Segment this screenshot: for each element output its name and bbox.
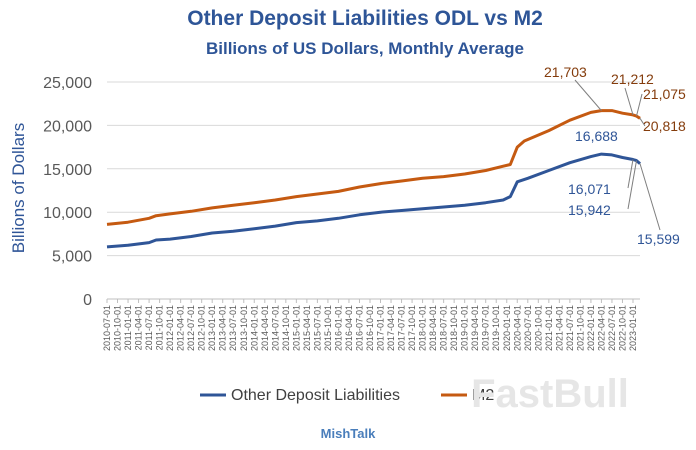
x-tick-label: 2014-07-01	[270, 305, 280, 351]
x-tick-label: 2022-10-01	[617, 305, 627, 351]
y-tick-label: 10,000	[43, 205, 92, 222]
annotation-label: 21,703	[544, 64, 587, 80]
legend: Other Deposit Liabilities M2	[200, 387, 494, 404]
x-tick-label: 2013-07-01	[228, 305, 238, 351]
y-axis-label: Billions of Dollars	[9, 123, 28, 253]
x-tick-label: 2018-01-01	[418, 305, 428, 351]
annotation-leader-line	[574, 79, 602, 111]
x-tick-label: 2012-10-01	[197, 305, 207, 351]
x-tick-label: 2015-10-01	[323, 305, 333, 351]
x-tick-label: 2018-10-01	[449, 305, 459, 351]
annotation-leader-line	[639, 163, 661, 231]
x-tick-label: 2016-07-01	[354, 305, 364, 351]
x-tick-label: 2020-04-01	[512, 305, 522, 351]
x-tick-label: 2017-04-01	[386, 305, 396, 351]
x-tick-label: 2019-01-01	[460, 305, 470, 351]
annotation-label: 15,942	[568, 202, 611, 218]
x-tick-label: 2014-01-01	[249, 305, 259, 351]
x-tick-label: 2021-07-01	[565, 305, 575, 351]
y-tick-label: 5,000	[52, 249, 92, 266]
y-tick-label: 25,000	[43, 75, 92, 92]
x-tick-label: 2012-07-01	[186, 305, 196, 351]
x-tick-label: 2012-01-01	[165, 305, 175, 351]
watermark: FastBull	[471, 372, 629, 416]
annotation-label: 16,071	[568, 181, 611, 197]
x-tick-label: 2022-07-01	[607, 305, 617, 351]
x-tick-label: 2014-04-01	[260, 305, 270, 351]
x-tick-label: 2020-10-01	[533, 305, 543, 351]
legend-label-m2: M2	[472, 387, 494, 404]
annotation-label: 16,688	[575, 128, 618, 144]
x-tick-label: 2021-04-01	[554, 305, 564, 351]
x-tick-label: 2017-07-01	[397, 305, 407, 351]
x-tick-label: 2019-10-01	[491, 305, 501, 351]
x-tick-label: 2014-10-01	[281, 305, 291, 351]
y-ticks: 0 5,000 10,000 15,000 20,000 25,000	[43, 75, 92, 309]
x-tick-label: 2016-01-01	[333, 305, 343, 351]
x-tick-label: 2013-01-01	[207, 305, 217, 351]
annotation-leader-line	[627, 159, 634, 189]
chart-title: Other Deposit Liabilities ODL vs M2	[187, 7, 543, 30]
x-tick-label: 2022-04-01	[596, 305, 606, 351]
x-tick-label: 2020-01-01	[502, 305, 512, 351]
legend-label-odl: Other Deposit Liabilities	[231, 387, 400, 404]
series-line-odl	[106, 152, 641, 249]
y-tick-label: 0	[83, 292, 92, 309]
x-tick-label: 2019-07-01	[481, 305, 491, 351]
x-tick-label: 2011-10-01	[155, 305, 165, 350]
x-tick-label: 2015-04-01	[302, 305, 312, 351]
annotation-label: 21,075	[643, 86, 686, 102]
x-tick-label: 2022-01-01	[586, 305, 596, 351]
y-tick-label: 20,000	[43, 118, 92, 135]
x-ticks: 2010-07-01 2010-10-01 2011-01-01 2011-04-01…	[102, 299, 638, 351]
x-tick-label: 2016-04-01	[344, 305, 354, 351]
series-line-m2	[106, 109, 641, 226]
x-tick-label: 2017-10-01	[407, 305, 417, 351]
x-tick-label: 2015-07-01	[312, 305, 322, 351]
x-tick-label: 2021-10-01	[575, 305, 585, 351]
annotation-leader-line	[636, 93, 643, 117]
chart-subtitle: Billions of US Dollars, Monthly Average	[206, 39, 524, 58]
x-tick-label: 2015-01-01	[291, 305, 301, 351]
x-tick-label: 2023-01-01	[628, 305, 638, 351]
x-tick-label: 2019-04-01	[470, 305, 480, 351]
annotation-label: 20,818	[643, 118, 686, 134]
annotation-leader-line	[627, 160, 637, 210]
annotation-label: 21,212	[611, 71, 654, 87]
annotation-label: 15,599	[637, 231, 680, 247]
x-tick-label: 2010-10-01	[113, 305, 123, 351]
x-tick-label: 2020-07-01	[523, 305, 533, 351]
x-tick-label: 2011-04-01	[134, 305, 144, 350]
annotation-leader-line	[639, 118, 646, 127]
y-tick-label: 15,000	[43, 162, 92, 179]
x-tick-label: 2021-01-01	[544, 305, 554, 351]
x-tick-label: 2011-01-01	[123, 305, 133, 350]
x-tick-label: 2017-01-01	[376, 305, 386, 351]
gridlines	[107, 81, 640, 300]
series-lines	[106, 109, 641, 249]
x-tick-label: 2016-10-01	[365, 305, 375, 351]
x-tick-label: 2012-04-01	[176, 305, 186, 351]
x-tick-label: 2018-04-01	[428, 305, 438, 351]
x-tick-label: 2013-10-01	[239, 305, 249, 351]
x-tick-label: 2011-07-01	[144, 305, 154, 350]
source-label: MishTalk	[321, 426, 376, 441]
x-tick-label: 2013-04-01	[218, 305, 228, 351]
x-tick-label: 2018-07-01	[439, 305, 449, 351]
annotation-leader-line	[624, 87, 634, 116]
x-tick-label: 2010-07-01	[102, 305, 112, 351]
